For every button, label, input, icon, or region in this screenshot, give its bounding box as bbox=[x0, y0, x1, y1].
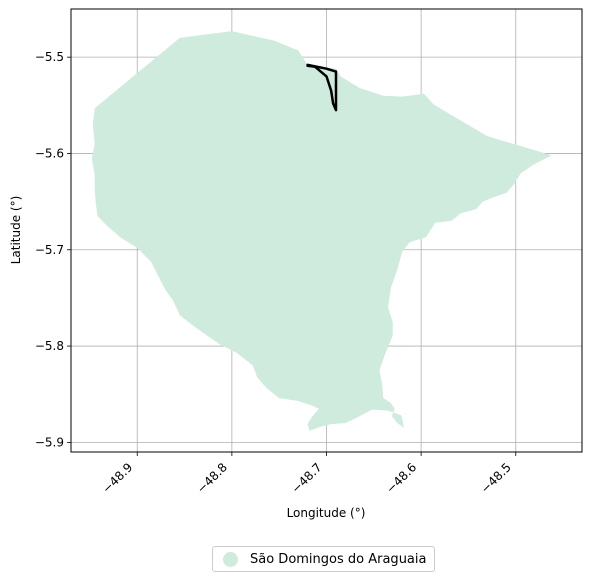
boundary-line bbox=[306, 63, 338, 112]
x-tick-label: −48.6 bbox=[383, 460, 419, 496]
y-axis-label: Latitude (°) bbox=[9, 196, 23, 265]
x-tick-label: −48.8 bbox=[194, 460, 230, 496]
x-tick-label: −48.9 bbox=[99, 460, 135, 496]
x-axis-label: Longitude (°) bbox=[287, 506, 366, 520]
legend-label-municipality: São Domingos do Araguaia bbox=[250, 551, 427, 567]
y-tick-label: −5.7 bbox=[35, 243, 64, 257]
y-tick-label: −5.8 bbox=[35, 339, 64, 353]
x-tick-label: −48.5 bbox=[478, 460, 514, 496]
map-features bbox=[91, 31, 552, 431]
legend-swatch bbox=[223, 551, 238, 567]
y-tick-label: −5.6 bbox=[35, 146, 64, 160]
y-tick-label: −5.5 bbox=[35, 50, 64, 64]
x-tick-label: −48.7 bbox=[289, 460, 325, 496]
municipality-polygon bbox=[91, 31, 552, 431]
legend: São Domingos do Araguaia bbox=[212, 546, 436, 572]
y-tick-label: −5.9 bbox=[35, 435, 64, 449]
map-figure: −48.9 −48.8 −48.7 −48.6 −48.5 −5.5 −5.6 −5.7 −5.… bbox=[9, 8, 583, 520]
